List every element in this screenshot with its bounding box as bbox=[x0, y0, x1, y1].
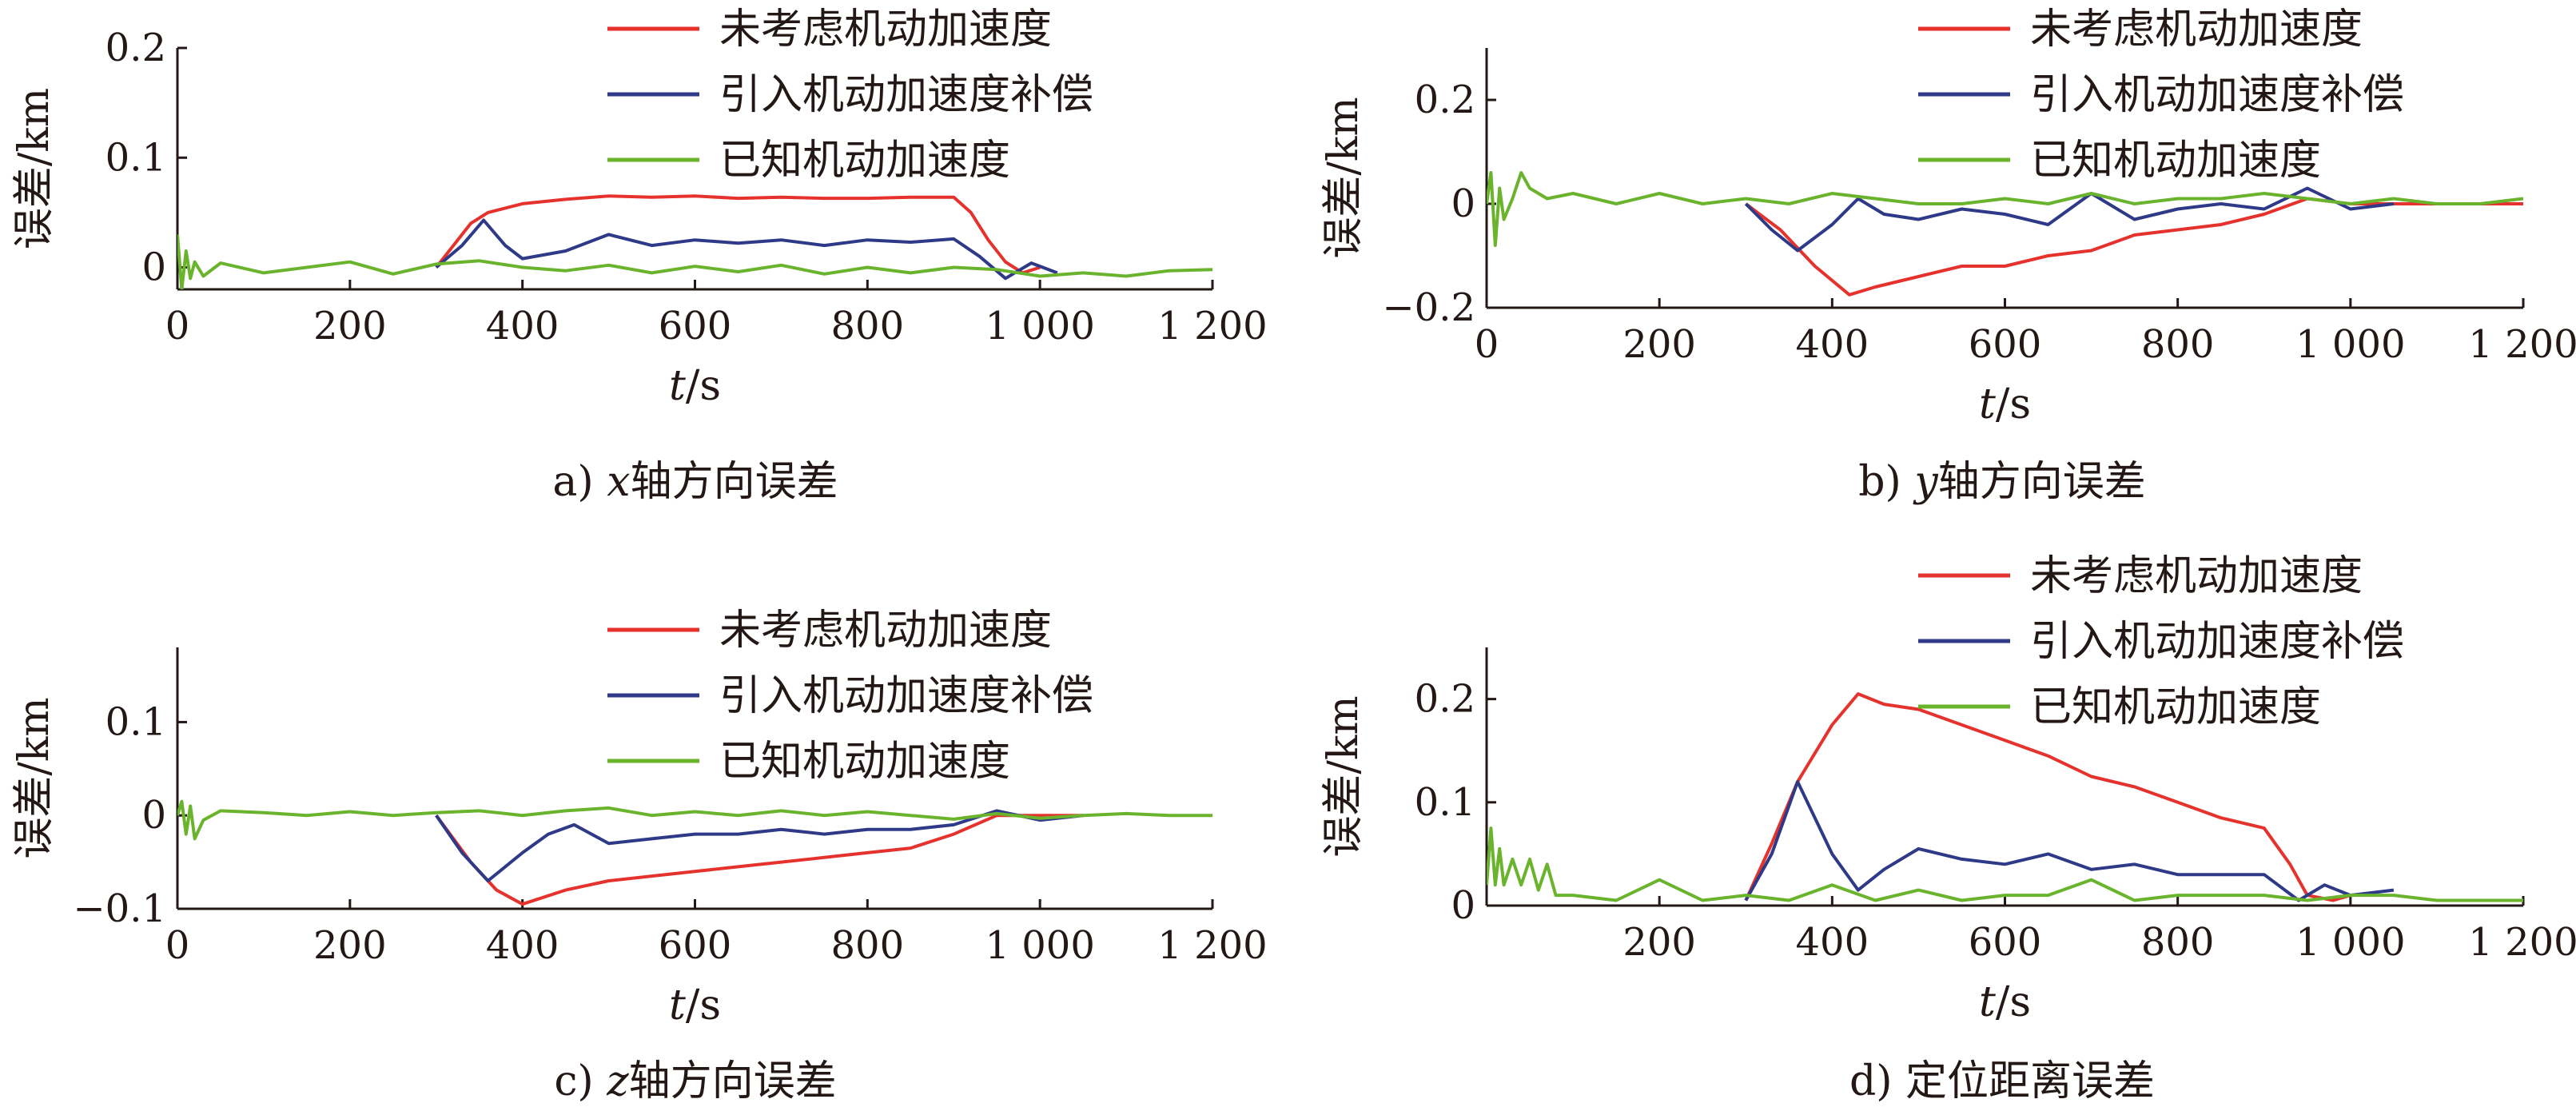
caption-text: 轴方向误差 bbox=[629, 1057, 837, 1105]
caption-text: 轴方向误差 bbox=[1938, 458, 2146, 506]
y-tick-label: 0 bbox=[1451, 883, 1475, 928]
caption-text: 定位距离误差 bbox=[1905, 1057, 2155, 1105]
legend-label-1: 未考虑机动加速度 bbox=[2030, 6, 2363, 54]
series-line-2 bbox=[1744, 186, 2395, 253]
caption-prefix: a) bbox=[552, 458, 607, 506]
x-tick-label: 1 000 bbox=[985, 923, 1094, 968]
y-tick-label: −0.2 bbox=[1382, 285, 1475, 330]
x-axis-variable: t bbox=[1979, 978, 1996, 1026]
chart-panel-c: 0 200 400 600 800 1 000 1 200−0.100.1误差/kmt/sc… bbox=[10, 607, 1268, 1105]
y-tick-label: −0.1 bbox=[73, 886, 166, 931]
caption-prefix: c) bbox=[554, 1057, 607, 1105]
x-tick-label: 400 bbox=[1796, 920, 1869, 965]
x-tick-label: 800 bbox=[2141, 322, 2215, 367]
y-tick-label: 0.1 bbox=[1415, 780, 1475, 825]
x-axis-title: t/s bbox=[1979, 380, 2031, 428]
x-axis-variable: t bbox=[669, 982, 686, 1029]
x-tick-label: 800 bbox=[2141, 920, 2215, 965]
x-tick-label: 1 000 bbox=[985, 304, 1094, 348]
caption-variable: y bbox=[1913, 458, 1938, 506]
series-line-2 bbox=[1744, 780, 2395, 902]
x-axis-unit: /s bbox=[1996, 380, 2031, 428]
x-tick-label: 200 bbox=[1622, 322, 1696, 367]
x-tick-label: 200 bbox=[313, 923, 387, 968]
legend-label-2: 引入机动加速度补偿 bbox=[719, 71, 1093, 119]
y-axis-title: 误差/km bbox=[10, 697, 58, 858]
legend-label-3: 已知机动加速度 bbox=[2030, 683, 2321, 731]
panel-caption: a) x轴方向误差 bbox=[552, 458, 838, 506]
x-tick-label: 1 200 bbox=[1157, 304, 1267, 348]
x-tick-label: 400 bbox=[1796, 322, 1869, 367]
x-tick-label: 1 200 bbox=[2468, 920, 2576, 965]
legend-label-2: 引入机动加速度补偿 bbox=[719, 672, 1093, 720]
x-axis-title: t/s bbox=[669, 362, 721, 410]
legend-label-2: 引入机动加速度补偿 bbox=[2030, 618, 2404, 666]
legend-label-1: 未考虑机动加速度 bbox=[719, 6, 1052, 54]
x-axis-title: t/s bbox=[1979, 978, 2031, 1026]
caption-variable: x bbox=[607, 458, 630, 506]
chart-panel-d: 200 400 600 800 1 000 1 200 0 0.1 0.2 误差/km t/s d) … bbox=[1320, 552, 2576, 1105]
x-tick-label: 1 200 bbox=[1157, 923, 1267, 968]
x-tick-label: 400 bbox=[486, 304, 559, 348]
series-line-2 bbox=[435, 809, 1084, 882]
x-tick-label: 0 bbox=[1475, 322, 1499, 367]
x-tick-label: 600 bbox=[1969, 322, 2042, 367]
x-tick-label: 1 200 bbox=[2468, 322, 2576, 367]
x-tick-label: 800 bbox=[831, 304, 905, 348]
x-tick-label: 200 bbox=[313, 304, 387, 348]
x-tick-label: 600 bbox=[659, 923, 732, 968]
x-axis-variable: t bbox=[669, 362, 686, 410]
caption-prefix: d) bbox=[1849, 1057, 1905, 1105]
x-tick-label: 600 bbox=[659, 304, 732, 348]
x-axis-unit: /s bbox=[686, 362, 721, 410]
y-tick-label: 0.2 bbox=[1415, 677, 1475, 722]
series-line-1 bbox=[1744, 692, 2351, 902]
x-tick-label: 400 bbox=[486, 923, 559, 968]
chart-panel-b: 0 200 400 600 800 1 000 1 200−0.200.2误差/kmt/sb… bbox=[1320, 6, 2576, 506]
y-tick-label: 0.2 bbox=[1415, 78, 1475, 122]
chart-panel-a: 0 200 400 600 800 1 000 1 200 0 0.1 0.2 误差/km t/s a)… bbox=[10, 6, 1268, 506]
series-line-2 bbox=[435, 218, 1058, 281]
series-line-3 bbox=[177, 234, 1212, 289]
legend-label-1: 未考虑机动加速度 bbox=[719, 607, 1052, 655]
y-tick-label: 0.2 bbox=[106, 26, 166, 70]
y-axis-title: 误差/km bbox=[1320, 695, 1368, 857]
x-tick-label: 200 bbox=[1622, 920, 1696, 965]
y-tick-label: 0.1 bbox=[106, 135, 166, 180]
x-tick-label: 1 000 bbox=[2295, 920, 2405, 965]
y-axis-title: 误差/km bbox=[10, 88, 58, 249]
x-tick-label: 600 bbox=[1969, 920, 2042, 965]
legend-label-3: 已知机动加速度 bbox=[719, 137, 1010, 185]
caption-text: 轴方向误差 bbox=[631, 458, 838, 506]
caption-variable: z bbox=[606, 1057, 629, 1105]
y-tick-label: 0 bbox=[141, 245, 166, 290]
x-axis-variable: t bbox=[1979, 380, 1996, 428]
panel-caption: b) y轴方向误差 bbox=[1858, 458, 2146, 506]
x-tick-label: 0 bbox=[165, 304, 190, 348]
panel-caption: d) 定位距离误差 bbox=[1849, 1057, 2155, 1105]
y-tick-label: 0.1 bbox=[106, 699, 166, 744]
panel-caption: c) z轴方向误差 bbox=[554, 1057, 836, 1105]
legend-label-2: 引入机动加速度补偿 bbox=[2030, 71, 2404, 119]
legend-label-3: 已知机动加速度 bbox=[719, 738, 1010, 786]
x-tick-label: 800 bbox=[831, 923, 905, 968]
caption-prefix: b) bbox=[1858, 458, 1914, 506]
legend-label-3: 已知机动加速度 bbox=[2030, 137, 2321, 185]
series-line-3 bbox=[177, 799, 1212, 841]
series-line-3 bbox=[1487, 171, 2523, 247]
series-line-1 bbox=[435, 814, 1084, 906]
x-axis-unit: /s bbox=[1996, 978, 2031, 1026]
x-axis-title: t/s bbox=[669, 982, 721, 1029]
y-tick-label: 0 bbox=[1451, 181, 1475, 226]
legend-label-1: 未考虑机动加速度 bbox=[2030, 552, 2363, 600]
y-axis-title: 误差/km bbox=[1320, 97, 1368, 258]
x-tick-label: 1 000 bbox=[2295, 322, 2405, 367]
x-axis-unit: /s bbox=[686, 982, 721, 1029]
series-line-1 bbox=[435, 194, 1041, 275]
x-tick-label: 0 bbox=[165, 923, 190, 968]
series-line-1 bbox=[1745, 197, 2523, 297]
y-tick-label: 0 bbox=[141, 793, 166, 838]
series-line-3 bbox=[1487, 826, 2523, 902]
